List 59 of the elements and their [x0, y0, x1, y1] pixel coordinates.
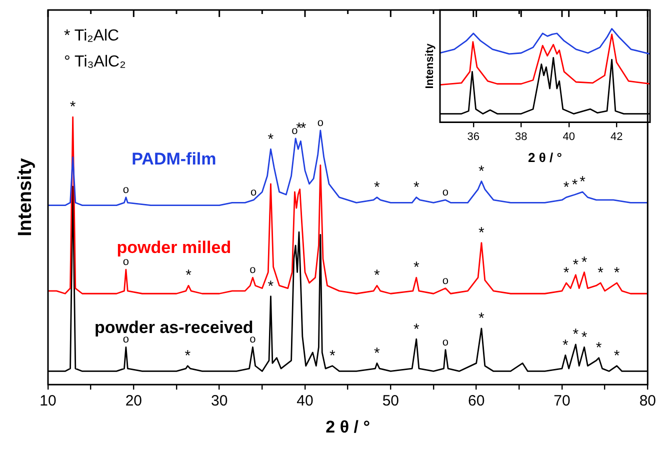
x-tick-label: 40: [562, 130, 575, 143]
annotation: *: [478, 310, 485, 328]
x-axis-title: 2 θ / °: [326, 417, 370, 436]
y-axis-title: Intensity: [424, 42, 436, 89]
annotation: *: [296, 120, 302, 138]
annotation: o: [122, 184, 130, 196]
annotation: *: [70, 98, 76, 116]
annotation: o: [122, 256, 130, 268]
x-tick-label: 60: [468, 392, 485, 410]
x-tick-label: 36: [467, 130, 480, 143]
x-tick-label: 10: [40, 392, 56, 410]
annotation: *: [186, 267, 192, 284]
annotation: *: [562, 336, 568, 354]
annotation: o: [442, 336, 449, 348]
annotation: *: [572, 176, 578, 194]
series-label: PADM-film: [132, 150, 216, 169]
annotation: *: [329, 348, 336, 365]
annotation: o: [250, 186, 257, 199]
annotation: o: [317, 116, 324, 129]
x-tick-label: 80: [639, 392, 656, 410]
annotation: o: [442, 186, 449, 199]
series-label: powder milled: [116, 238, 232, 257]
x-tick-label: 20: [125, 392, 142, 410]
annotation: *: [580, 174, 586, 191]
annotation: *: [563, 264, 570, 282]
annotation: *: [572, 326, 579, 344]
annotation: *: [563, 178, 570, 196]
x-tick-label: 70: [554, 392, 570, 410]
annotation: *: [478, 224, 485, 242]
annotation: *: [478, 162, 485, 180]
x-tick-label: 42: [610, 130, 623, 143]
x-axis-title: 2 θ / °: [528, 150, 562, 165]
text: * Ti₂AlC: [64, 27, 120, 44]
annotation: *: [300, 120, 306, 138]
annotation: *: [413, 259, 420, 276]
annotation: *: [413, 178, 420, 196]
annotation: *: [374, 178, 380, 196]
annotation: *: [268, 278, 274, 295]
annotation: *: [572, 256, 579, 274]
annotation: o: [292, 124, 298, 137]
x-tick-label: 38: [515, 130, 528, 143]
text: ° Ti₃AlC₂: [64, 53, 126, 70]
x-tick-label: 30: [210, 392, 228, 410]
annotation: *: [184, 348, 191, 365]
annotation: o: [442, 274, 449, 287]
annotation: *: [374, 344, 380, 362]
annotation: *: [374, 267, 380, 284]
annotation: *: [581, 254, 588, 271]
x-tick-label: 50: [382, 392, 400, 410]
annotation: *: [581, 328, 588, 346]
annotation: *: [614, 264, 620, 282]
annotation: *: [596, 339, 602, 356]
annotation: *: [614, 348, 620, 365]
y-axis-title: Intensity: [15, 158, 36, 236]
x-tick-label: 40: [296, 392, 314, 410]
annotation: *: [268, 130, 274, 148]
annotation: *: [413, 320, 420, 338]
annotation: o: [250, 264, 256, 276]
annotation: *: [598, 264, 604, 282]
